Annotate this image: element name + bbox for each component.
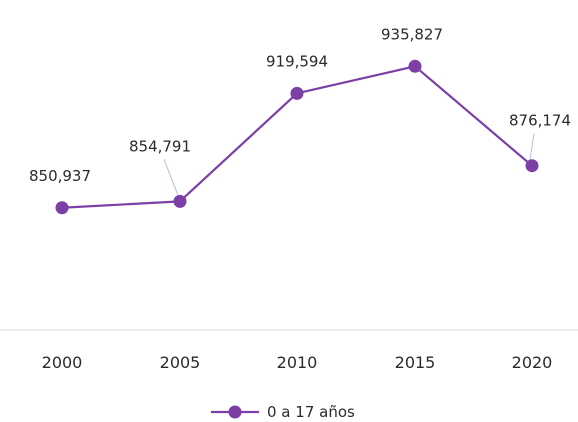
data-point-2010	[290, 86, 304, 100]
data-point-2020	[525, 159, 539, 173]
data-label-2020: 876,174	[509, 112, 571, 130]
x-tick-label-2005: 2005	[160, 353, 201, 372]
data-point-2005	[173, 194, 187, 208]
legend: 0 a 17 años	[211, 403, 355, 421]
data-label-2015: 935,827	[381, 25, 443, 43]
legend-label: 0 a 17 años	[267, 403, 355, 421]
x-tick-label-2015: 2015	[395, 353, 436, 372]
data-point-2000	[55, 201, 69, 215]
data-label-2010: 919,594	[266, 52, 328, 70]
legend-marker	[228, 405, 242, 419]
data-label-2005: 854,791	[129, 137, 191, 155]
leader-line-2020	[529, 133, 535, 160]
x-tick-label-2010: 2010	[277, 353, 318, 372]
data-point-2015	[408, 59, 422, 73]
x-tick-label-2020: 2020	[512, 353, 553, 372]
x-tick-label-2000: 2000	[42, 353, 83, 372]
data-label-2000: 850,937	[29, 167, 91, 185]
leader-line-2005	[163, 159, 179, 196]
